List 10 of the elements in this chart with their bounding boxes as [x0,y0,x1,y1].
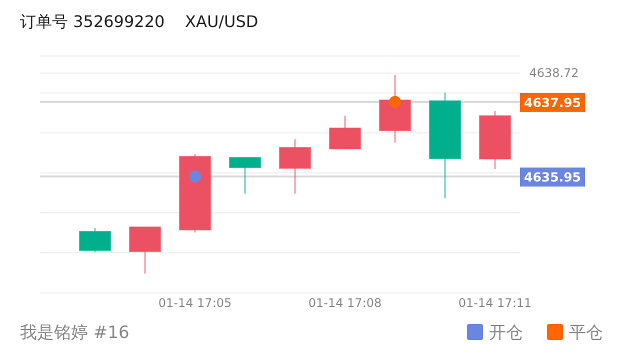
legend-label: 平仓 [569,323,603,343]
text: 我是铭婷 #16 [20,323,130,343]
chart-title: 订单号 352699220 XAU/USD [20,12,258,31]
y-tick-label: 4638.72 [529,66,579,80]
y-tick-label: 4637.95 [524,94,581,110]
x-tick-label: 01-14 17:11 [458,296,532,310]
legend-label: 开仓 [489,323,523,343]
x-tick-label: 01-14 17:05 [158,296,232,310]
y-tick-label: 4635.95 [524,170,581,185]
x-tick-label: 01-14 17:08 [308,296,382,310]
